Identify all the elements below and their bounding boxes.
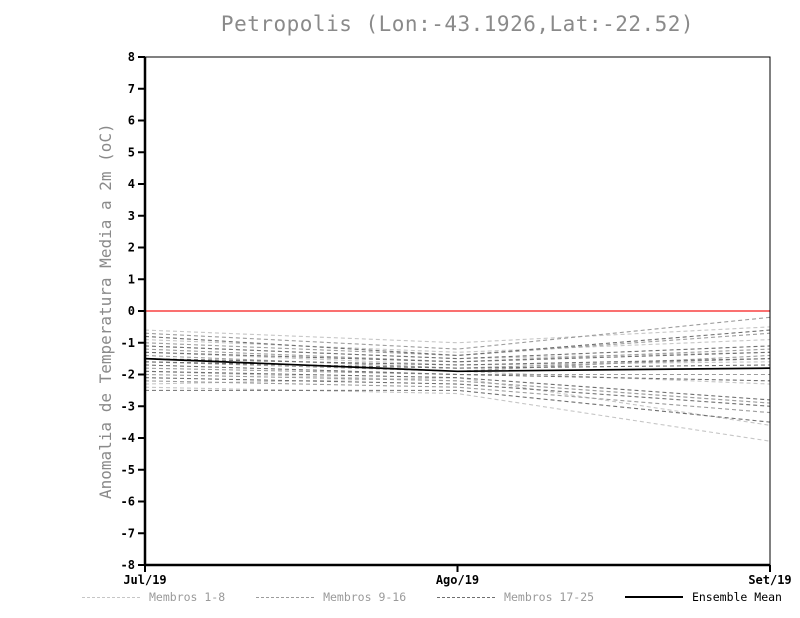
legend-line-sample [437,596,496,598]
x-tick-label: Ago/19 [436,573,479,587]
x-tick-label: Set/19 [748,573,791,587]
y-tick-label: 2 [128,241,135,255]
y-tick-label: 5 [128,145,135,159]
ensemble-member-line [144,380,771,414]
legend-item-members-9-16: Membros 9-16 [256,590,406,604]
ensemble-member-line [144,326,771,344]
y-tick-label: 1 [128,272,135,286]
ensemble-member-line [144,332,771,357]
ensemble-member-line [144,373,771,404]
legend-line-sample [624,596,683,598]
legend-item-members-17-25: Membros 17-25 [437,590,594,604]
y-tick-label: -8 [121,558,135,572]
ensemble-member-line [144,386,771,442]
ensemble-member-line [144,354,771,369]
ensemble-member-line [144,367,770,376]
y-tick-label: -2 [121,368,135,382]
ensemble-member-line [144,351,771,363]
y-tick-label: 6 [128,114,135,128]
y-tick-label: -4 [121,431,135,445]
y-tick-label: -1 [121,336,135,350]
ensemble-member-line [144,361,771,369]
ensemble-member-line [144,345,771,360]
legend-item-ensemble-mean: Ensemble Mean [624,590,782,604]
y-tick-label: 7 [128,82,135,96]
ensemble-member-line [144,345,771,360]
ensemble-member-line [144,370,771,401]
legend-label: Membros 9-16 [323,590,407,604]
ensemble-mean-line [144,357,771,373]
ensemble-member-line [144,358,771,385]
y-tick-label: -7 [121,526,135,540]
y-tick-label: 4 [128,177,135,191]
legend-line-sample [82,596,140,598]
ensemble-member-line [144,351,771,366]
y-tick-label: 3 [128,209,135,223]
legend-line-sample [256,596,315,598]
y-tick-label: -3 [121,399,135,413]
ensemble-member-line [144,377,771,407]
legend-label: Membros 17-25 [504,590,595,604]
ensemble-member-line [144,348,771,363]
ensemble-member-line [144,377,771,426]
y-tick-label: 0 [128,304,135,318]
y-tick-label: -5 [121,463,135,477]
ensemble-member-line [144,316,771,350]
x-tick-label: Jul/19 [123,573,166,587]
ensemble-member-line [144,339,771,353]
y-tick-label: -6 [121,495,135,509]
legend: Membros 1-8 Membros 9-16 Membros 17-25 E… [82,586,782,608]
ensemble-member-line [145,389,771,423]
legend-label: Membros 1-8 [149,590,226,604]
y-tick-label: 8 [128,50,135,64]
ensemble-member-line [144,358,771,366]
chart-title: Petropolis (Lon:-43.1926,Lat:-22.52) [220,12,695,36]
legend-item-members-1-8: Membros 1-8 [82,590,225,604]
ensemble-member-line [144,364,771,382]
legend-label: Ensemble Mean [691,590,782,604]
